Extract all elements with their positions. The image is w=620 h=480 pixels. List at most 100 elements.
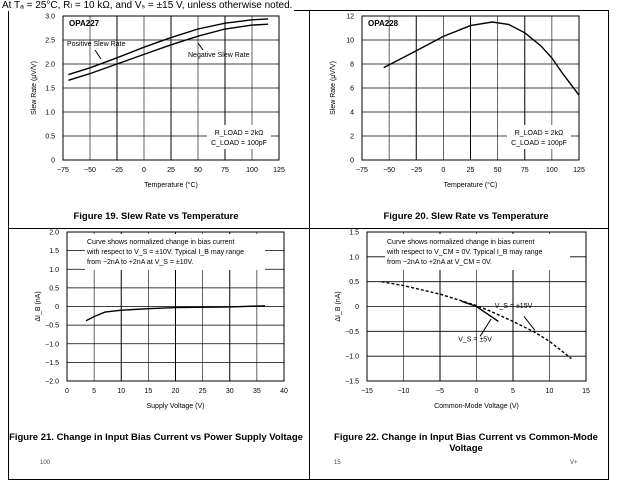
y-tick-label: 2 [350, 134, 354, 141]
partial-label: V+ [570, 460, 578, 466]
x-tick-label: 25 [467, 167, 475, 174]
x-tick-label: 10 [546, 388, 554, 395]
series-label: Positive Slew Rate [67, 41, 125, 48]
x-tick-label: 15 [144, 388, 152, 395]
annotation-background [385, 234, 570, 270]
x-tick-label: 100 [546, 167, 558, 174]
caption-figure-20: Figure 20. Slew Rate vs Temperature [383, 211, 549, 222]
partial-tick: 100 [40, 460, 51, 466]
pointer-arrow [523, 316, 536, 331]
y-tick-label: 0 [355, 304, 359, 311]
x-tick-label: 25 [167, 167, 175, 174]
x-tick-label: 15 [582, 388, 590, 395]
annotation-note: from −2nA to +2nA at V_CM = 0V. [387, 259, 492, 266]
series-label: Negative Slew Rate [188, 52, 250, 59]
x-tick-label: −75 [356, 167, 368, 174]
x-axis-label: Temperature (°C) [444, 181, 498, 189]
series-line [68, 18, 269, 76]
annotation-background [507, 125, 571, 149]
series-line [85, 305, 266, 322]
divider [8, 228, 609, 229]
x-tick-label: 75 [521, 167, 529, 174]
y-tick-label: 1.5 [45, 86, 55, 93]
y-tick-label: 4 [350, 110, 354, 117]
x-tick-label: 40 [280, 388, 288, 395]
annotation-note: with respect to V_S = ±10V. Typical I_B … [86, 249, 244, 256]
y-tick-label: −1.5 [45, 360, 59, 367]
x-tick-label: 25 [199, 388, 207, 395]
series-line [461, 300, 499, 322]
y-tick-label: 12 [346, 14, 354, 21]
pointer-arrow [197, 42, 204, 51]
partial-tick: 15 [334, 460, 341, 466]
load-resistance-label: R_LOAD = 2kΩ [515, 130, 564, 137]
y-axis-label: ΔI_B (nA) [335, 291, 342, 321]
x-tick-label: 10 [117, 388, 125, 395]
x-tick-label: −10 [398, 388, 410, 395]
y-tick-label: 1.0 [349, 254, 359, 261]
load-capacitance-label: C_LOAD = 100pF [211, 140, 267, 147]
y-tick-label: 2.5 [45, 38, 55, 45]
y-tick-label: −1.0 [45, 341, 59, 348]
x-tick-label: 125 [273, 167, 285, 174]
x-axis-label: Temperature (°C) [144, 181, 198, 189]
load-capacitance-label: C_LOAD = 100pF [511, 140, 567, 147]
x-tick-label: 50 [494, 167, 502, 174]
x-tick-label: 30 [226, 388, 234, 395]
page-header-conditions: At Tₐ = 25°C, Rₗ = 10 kΩ, and Vₛ = ±15 V… [2, 0, 295, 11]
load-resistance-label: R_LOAD = 2kΩ [215, 130, 264, 137]
y-tick-label: 0 [55, 304, 59, 311]
annotation-note: Curve shows normalized change in bias cu… [387, 239, 535, 246]
x-tick-label: 5 [92, 388, 96, 395]
y-tick-label: 1.5 [49, 248, 59, 255]
annotation-note: from −2nA to +2nA at V_S = ±10V. [87, 259, 194, 266]
y-tick-label: 0.5 [49, 285, 59, 292]
divider [309, 10, 310, 480]
annotation-background [207, 125, 271, 149]
x-tick-label: −25 [111, 167, 123, 174]
x-tick-label: −50 [84, 167, 96, 174]
y-tick-label: 2.0 [45, 62, 55, 69]
x-tick-label: 75 [221, 167, 229, 174]
caption-figure-19: Figure 19. Slew Rate vs Temperature [73, 211, 239, 222]
plot-area [66, 231, 285, 382]
series-line [383, 21, 580, 96]
x-tick-label: 5 [511, 388, 515, 395]
chart-2 [361, 15, 580, 161]
pointer-arrow [94, 49, 102, 60]
chart-4 [366, 231, 587, 382]
y-tick-label: 3.0 [45, 14, 55, 21]
y-tick-label: 1.0 [49, 267, 59, 274]
y-tick-label: −0.5 [45, 323, 59, 330]
y-axis-label: ΔI_B (nA) [35, 291, 42, 321]
y-tick-label: −1.5 [345, 379, 359, 386]
pointer-arrow [479, 318, 492, 337]
x-tick-label: 20 [172, 388, 180, 395]
x-tick-label: 125 [573, 167, 585, 174]
y-tick-label: −0.5 [345, 329, 359, 336]
y-tick-label: 0 [51, 158, 55, 165]
x-tick-label: 0 [65, 388, 69, 395]
x-tick-label: −5 [436, 388, 444, 395]
x-tick-label: 0 [441, 167, 445, 174]
plot-area [366, 231, 587, 382]
charts: −75 −50 −25 0 25 50 75 100 12500.51.01.52.02.53.… [31, 14, 590, 411]
chart-1 [62, 15, 280, 161]
y-tick-label: 2.0 [49, 230, 59, 237]
chart-3 [66, 231, 285, 382]
annotation-note: with respect to V_CM = 0V. Typical I_B m… [386, 249, 543, 256]
annotation-note: Curve shows normalized change in bias cu… [87, 239, 235, 246]
x-axis-label: Common-Mode Voltage (V) [434, 403, 519, 410]
x-tick-label: 0 [475, 388, 479, 395]
x-axis-label: Supply Voltage (V) [147, 403, 205, 410]
y-tick-label: 1.0 [45, 110, 55, 117]
series-label: V_S = ±15V [495, 303, 533, 310]
caption-figure-22: Figure 22. Change in Input Bias Current … [334, 432, 598, 454]
device-label: OPA228 [368, 19, 399, 28]
y-tick-label: −1.0 [345, 354, 359, 361]
y-tick-label: 10 [346, 38, 354, 45]
x-tick-label: −15 [361, 388, 373, 395]
y-tick-label: 8 [350, 62, 354, 69]
plot-area [361, 15, 580, 161]
x-tick-label: −50 [383, 167, 395, 174]
